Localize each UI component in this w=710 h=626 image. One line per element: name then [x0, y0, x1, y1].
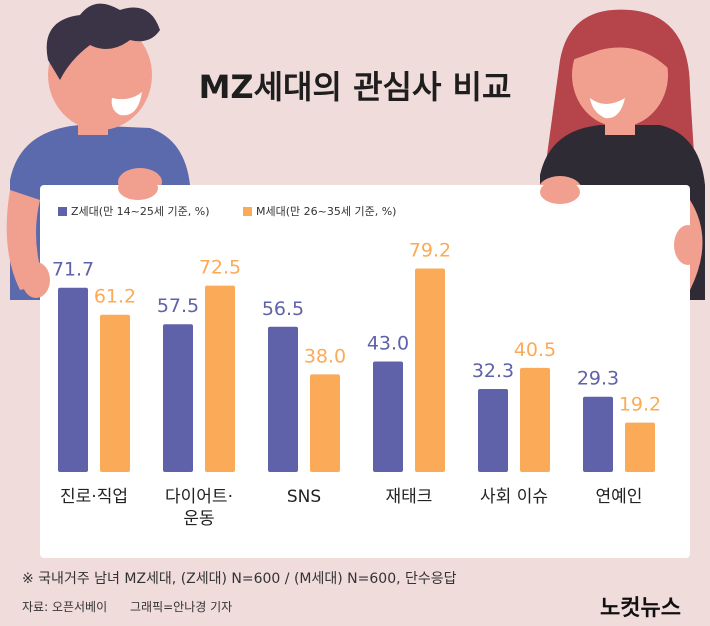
category-label: 다이어트· 운동: [165, 487, 233, 529]
value-label: 79.2: [409, 239, 451, 261]
logo: 노컷뉴스: [600, 596, 681, 621]
legend-swatch: [243, 207, 252, 216]
value-label: 43.0: [367, 332, 409, 354]
category-label: 사회 이슈: [480, 487, 548, 507]
bar: [205, 285, 235, 472]
bar: [415, 268, 445, 472]
value-label: 72.5: [199, 257, 241, 279]
value-label: 71.7: [52, 259, 94, 281]
category-label: 재태크: [385, 487, 433, 507]
bar: [100, 314, 130, 472]
bar: [310, 374, 340, 472]
hand: [118, 176, 158, 200]
bar: [58, 287, 88, 472]
legend-swatch: [58, 207, 67, 216]
value-label: 40.5: [514, 339, 556, 361]
note: ※ 국내거주 남녀 MZ세대, (Z세대) N=600 / (M세대) N=60…: [22, 571, 457, 587]
hand: [540, 180, 580, 204]
value-label: 56.5: [262, 298, 304, 320]
value-label: 61.2: [94, 286, 136, 308]
hand: [22, 262, 50, 298]
value-label: 19.2: [619, 394, 661, 416]
value-label: 32.3: [472, 360, 514, 382]
legend-label: Z세대(만 14~25세 기준, %): [71, 205, 210, 218]
bar: [163, 324, 193, 472]
bar: [520, 367, 550, 472]
bar: [625, 422, 655, 472]
source: 자료: 오픈서베이: [22, 600, 108, 614]
chart-title: MZ세대의 관심사 비교: [199, 68, 512, 106]
bar: [583, 396, 613, 472]
credit: 그래픽=안나경 기자: [130, 600, 233, 614]
bar: [373, 361, 403, 472]
category-label: SNS: [286, 487, 322, 507]
category-label: 연예인: [595, 487, 643, 507]
hand: [674, 225, 702, 265]
category-label: 진로·직업: [60, 487, 128, 507]
bar: [268, 326, 298, 472]
bar: [478, 388, 508, 472]
value-label: 29.3: [577, 368, 619, 390]
legend-label: M세대(만 26~35세 기준, %): [256, 205, 396, 218]
value-label: 38.0: [304, 345, 346, 367]
value-label: 57.5: [157, 295, 199, 317]
